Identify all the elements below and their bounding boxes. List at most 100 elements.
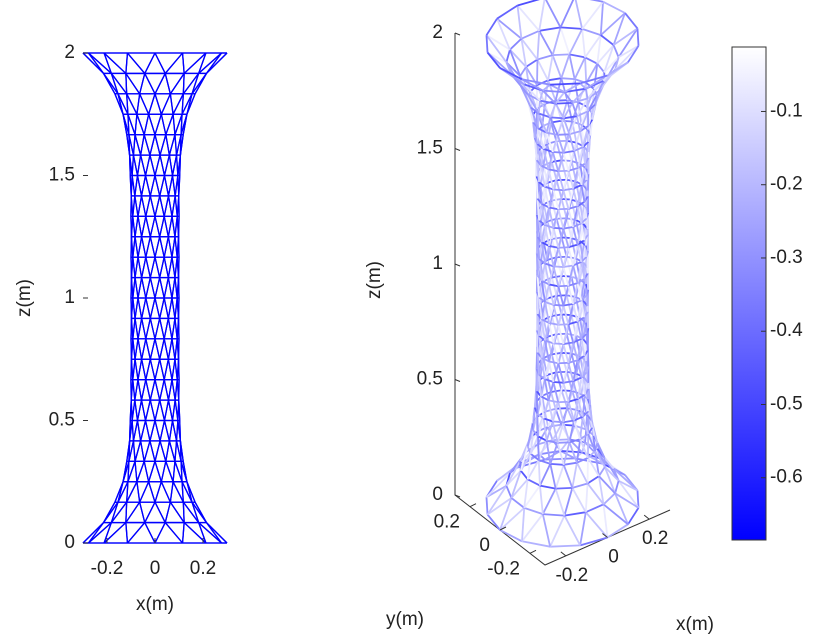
member <box>535 391 539 414</box>
member <box>127 461 136 482</box>
member <box>169 73 185 95</box>
member <box>127 114 136 135</box>
member <box>521 507 526 542</box>
member <box>540 165 546 187</box>
member <box>544 339 554 345</box>
member <box>132 257 136 278</box>
member <box>537 128 545 150</box>
member <box>594 450 600 477</box>
member <box>564 87 586 93</box>
member <box>132 420 139 442</box>
member <box>557 266 565 287</box>
member <box>545 117 552 133</box>
member <box>171 379 176 401</box>
member <box>198 52 207 74</box>
member <box>603 466 616 494</box>
member <box>485 497 489 515</box>
member <box>110 501 128 523</box>
member <box>537 100 541 114</box>
member <box>82 52 104 74</box>
member <box>205 52 223 74</box>
member <box>561 77 575 81</box>
member <box>562 170 570 191</box>
member <box>179 134 182 156</box>
y-tick-label: 0.5 <box>49 410 75 431</box>
colorbar-tick-label: -0.6 <box>770 467 803 488</box>
member <box>171 338 176 360</box>
member <box>572 261 582 267</box>
member <box>143 134 151 156</box>
member <box>555 141 563 161</box>
member <box>572 244 579 266</box>
member <box>521 29 540 40</box>
member <box>521 78 544 92</box>
member <box>517 0 540 7</box>
member <box>144 154 151 176</box>
z-tick-label: 1 <box>432 253 443 274</box>
member <box>154 399 161 421</box>
member <box>547 400 554 422</box>
member <box>136 420 142 442</box>
member <box>174 359 178 380</box>
member <box>544 301 554 306</box>
member <box>130 318 134 339</box>
member <box>144 73 156 95</box>
member <box>614 492 629 525</box>
member <box>505 460 521 487</box>
member <box>519 66 527 77</box>
member <box>181 481 193 503</box>
member <box>547 54 554 81</box>
member <box>154 379 161 401</box>
member <box>122 461 128 482</box>
member <box>553 226 564 230</box>
member <box>572 226 579 245</box>
member <box>117 481 124 503</box>
member <box>607 523 629 539</box>
member <box>180 114 183 135</box>
member <box>581 1 604 30</box>
member <box>163 420 171 442</box>
z-axis-label: z(m) <box>364 261 385 299</box>
member <box>521 513 544 542</box>
member <box>576 439 582 463</box>
member <box>589 404 593 421</box>
member <box>539 90 544 101</box>
member <box>594 450 606 468</box>
member <box>136 154 142 176</box>
member <box>576 110 589 118</box>
member <box>139 93 150 115</box>
member <box>134 318 139 339</box>
member <box>167 359 173 380</box>
x-tick <box>643 514 650 520</box>
member <box>559 0 575 28</box>
member <box>542 148 550 170</box>
member <box>171 154 178 176</box>
member <box>165 134 171 156</box>
member <box>149 216 156 237</box>
member <box>571 462 578 489</box>
member <box>596 44 615 65</box>
member <box>163 277 169 299</box>
member <box>127 114 130 135</box>
member <box>505 49 511 63</box>
member <box>159 297 165 319</box>
member <box>145 359 151 380</box>
member <box>141 338 147 360</box>
member <box>137 359 143 380</box>
member <box>548 399 559 404</box>
member <box>487 51 507 64</box>
member <box>573 57 586 80</box>
x-tick-label: 0 <box>150 558 161 579</box>
member <box>581 416 590 435</box>
member <box>567 150 575 171</box>
member <box>587 388 592 406</box>
member <box>163 338 169 360</box>
member <box>174 134 178 156</box>
member <box>134 134 142 156</box>
member <box>542 83 551 92</box>
member <box>587 450 596 459</box>
member <box>167 399 174 421</box>
member <box>177 420 182 441</box>
member <box>543 186 550 208</box>
member <box>165 114 174 135</box>
